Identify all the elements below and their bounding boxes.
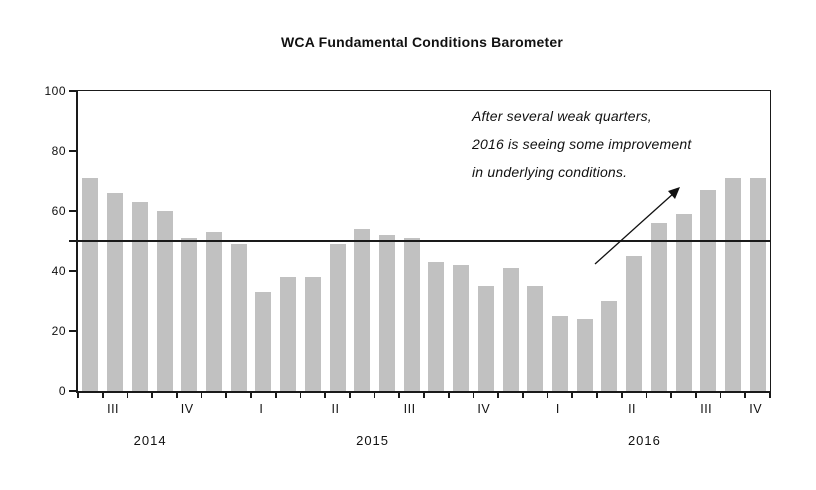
bar bbox=[131, 202, 148, 391]
y-tick-label: 60 bbox=[51, 204, 66, 218]
bar bbox=[280, 277, 297, 391]
x-tick bbox=[299, 393, 302, 398]
bar bbox=[453, 265, 470, 391]
x-tick bbox=[77, 393, 79, 398]
bar bbox=[675, 214, 692, 391]
x-tick bbox=[695, 393, 697, 398]
quarter-label: III bbox=[700, 402, 713, 416]
x-tick bbox=[670, 393, 672, 398]
y-tick-label: 40 bbox=[51, 264, 66, 278]
x-tick bbox=[645, 393, 648, 398]
annotation-line: in underlying conditions. bbox=[472, 164, 628, 180]
chart-title: WCA Fundamental Conditions Barometer bbox=[280, 34, 564, 50]
bar bbox=[626, 256, 643, 391]
bar bbox=[576, 319, 593, 391]
reference-line bbox=[78, 240, 770, 242]
x-tick bbox=[719, 393, 722, 398]
bar bbox=[378, 235, 395, 391]
y-tick bbox=[69, 330, 76, 332]
bar bbox=[601, 301, 618, 391]
x-tick bbox=[596, 393, 598, 398]
year-label: 2014 bbox=[133, 433, 167, 448]
y-tick-label: 20 bbox=[51, 324, 66, 338]
x-tick bbox=[349, 393, 351, 398]
bar bbox=[700, 190, 717, 391]
bar bbox=[477, 286, 494, 391]
x-tick bbox=[571, 393, 574, 398]
quarter-label: II bbox=[628, 402, 637, 416]
bar bbox=[551, 316, 568, 391]
y-tick bbox=[69, 90, 76, 92]
x-tick bbox=[151, 393, 153, 398]
x-tick bbox=[101, 393, 104, 398]
bar bbox=[428, 262, 445, 391]
bar bbox=[82, 178, 99, 391]
x-tick bbox=[250, 393, 252, 398]
bar bbox=[181, 238, 198, 391]
x-tick bbox=[447, 393, 450, 398]
quarter-label: I bbox=[555, 402, 560, 416]
quarter-label: II bbox=[331, 402, 340, 416]
x-tick bbox=[472, 393, 475, 398]
quarter-label: IV bbox=[749, 402, 763, 416]
bar bbox=[749, 178, 766, 391]
x-tick bbox=[398, 393, 401, 398]
bar bbox=[156, 211, 173, 391]
annotation-line: 2016 is seeing some improvement bbox=[472, 136, 692, 152]
bar bbox=[650, 223, 667, 391]
bar bbox=[255, 292, 272, 391]
x-tick bbox=[176, 393, 178, 398]
bar bbox=[230, 244, 247, 391]
x-tick bbox=[274, 393, 277, 398]
bar bbox=[403, 238, 420, 391]
x-tick bbox=[200, 393, 203, 398]
year-label: 2015 bbox=[356, 433, 390, 448]
y-tick bbox=[69, 270, 76, 272]
quarter-label: IV bbox=[180, 402, 194, 416]
x-tick bbox=[423, 393, 425, 398]
quarter-label: III bbox=[403, 402, 416, 416]
x-tick bbox=[225, 393, 228, 398]
y-tick-label: 0 bbox=[58, 384, 66, 398]
bar bbox=[527, 286, 544, 391]
plot-area: 0 20 40 60 80 100 bbox=[44, 84, 771, 398]
x-tick bbox=[620, 393, 623, 398]
y-tick bbox=[69, 150, 76, 152]
x-tick bbox=[546, 393, 549, 398]
bar bbox=[502, 268, 519, 391]
bar bbox=[724, 178, 741, 391]
annotation-line: After several weak quarters, bbox=[472, 108, 652, 124]
year-label: 2016 bbox=[627, 433, 661, 448]
annotation-text: After several weak quarters, 2016 is see… bbox=[472, 102, 691, 186]
y-tick-reference bbox=[69, 240, 76, 242]
x-tick bbox=[744, 393, 747, 398]
y-tick bbox=[69, 390, 76, 392]
quarter-label: IV bbox=[477, 402, 491, 416]
y-tick-label: 100 bbox=[44, 84, 66, 98]
x-tick bbox=[497, 393, 499, 398]
bar bbox=[304, 277, 321, 391]
bar bbox=[329, 244, 346, 391]
x-tick bbox=[324, 393, 326, 398]
quarter-label: III bbox=[107, 402, 120, 416]
x-tick bbox=[373, 393, 376, 398]
quarter-label: I bbox=[259, 402, 264, 416]
x-tick bbox=[126, 393, 129, 398]
bar bbox=[354, 229, 371, 391]
y-tick bbox=[69, 210, 76, 212]
bar bbox=[205, 232, 222, 391]
bar bbox=[107, 193, 124, 391]
x-tick bbox=[769, 393, 771, 398]
y-tick-label: 80 bbox=[51, 144, 66, 158]
x-tick bbox=[522, 393, 524, 398]
